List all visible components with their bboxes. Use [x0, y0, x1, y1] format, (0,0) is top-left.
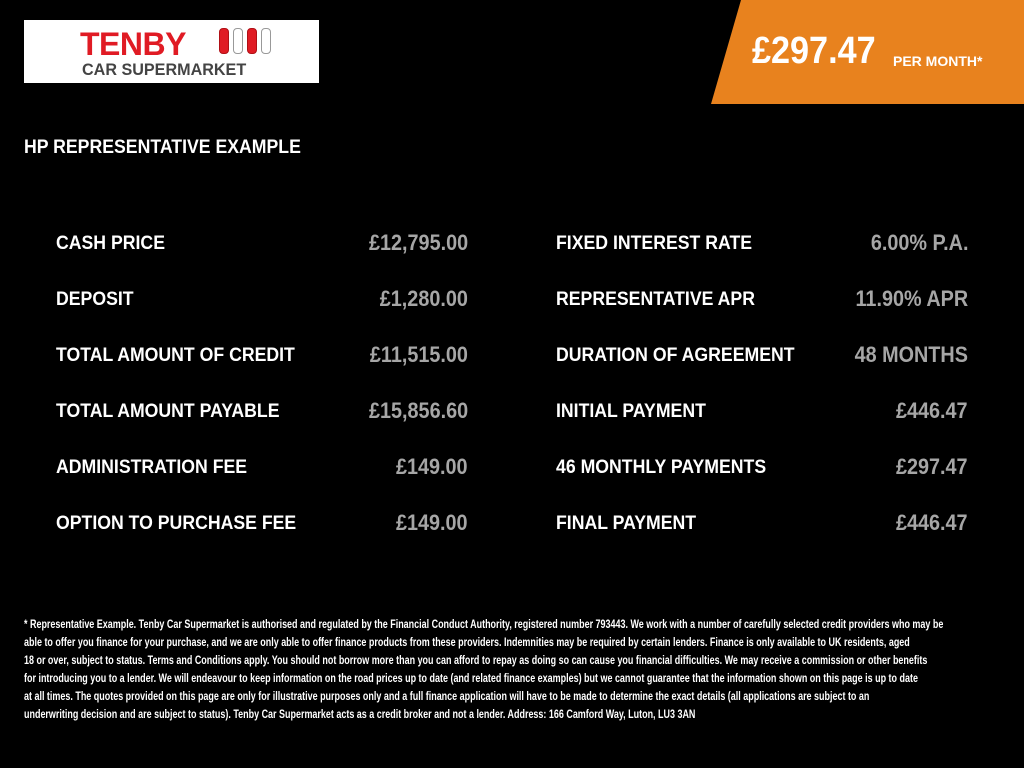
row-value: £446.47 — [896, 398, 968, 423]
finance-row: REPRESENTATIVE APR 11.90% APR — [556, 282, 968, 338]
row-value: £149.00 — [396, 510, 468, 535]
row-label: ADMINISTRATION FEE — [56, 457, 248, 478]
row-label: TOTAL AMOUNT PAYABLE — [56, 401, 280, 422]
row-label: REPRESENTATIVE APR — [556, 289, 755, 310]
finance-row: TOTAL AMOUNT PAYABLE £15,856.60 — [56, 394, 468, 450]
logo: TENBY CAR SUPERMARKET — [24, 20, 319, 83]
row-label: INITIAL PAYMENT — [556, 401, 706, 422]
row-label: DURATION OF AGREEMENT — [556, 345, 795, 366]
finance-row: OPTION TO PURCHASE FEE £149.00 — [56, 506, 468, 562]
row-label: CASH PRICE — [56, 233, 165, 254]
disclaimer-line: able to offer you finance for your purch… — [24, 637, 910, 649]
finance-row: ADMINISTRATION FEE £149.00 — [56, 450, 468, 506]
disclaimer-line: at all times. The quotes provided on thi… — [24, 691, 870, 703]
per-month-label: PER MONTH* — [893, 53, 983, 69]
row-value: £446.47 — [896, 510, 968, 535]
finance-row: DEPOSIT £1,280.00 — [56, 282, 468, 338]
finance-left-column: CASH PRICE £12,795.00 DEPOSIT £1,280.00 TO… — [56, 226, 468, 562]
row-label: TOTAL AMOUNT OF CREDIT — [56, 345, 295, 366]
page-title: HP REPRESENTATIVE EXAMPLE — [24, 137, 301, 158]
row-label: 46 MONTHLY PAYMENTS — [556, 457, 767, 478]
disclaimer-line: underwriting decision and are subject to… — [24, 709, 696, 721]
finance-row: CASH PRICE £12,795.00 — [56, 226, 468, 282]
finance-row: DURATION OF AGREEMENT 48 MONTHS — [556, 338, 968, 394]
finance-row: INITIAL PAYMENT £446.47 — [556, 394, 968, 450]
row-value: £297.47 — [896, 454, 968, 479]
disclaimer: * Representative Example. Tenby Car Supe… — [24, 616, 1024, 724]
row-value: £11,515.00 — [369, 342, 468, 367]
cars-icon — [219, 28, 271, 54]
finance-row: FINAL PAYMENT £446.47 — [556, 506, 968, 562]
row-value: £15,856.60 — [368, 398, 468, 423]
monthly-amount: £297.47 — [752, 30, 876, 72]
row-label: DEPOSIT — [56, 289, 134, 310]
disclaimer-line: * Representative Example. Tenby Car Supe… — [24, 619, 944, 631]
finance-right-column: FIXED INTEREST RATE 6.00% P.A. REPRESENTA… — [556, 226, 968, 562]
row-value: 6.00% P.A. — [870, 230, 968, 255]
logo-tenby: TENBY — [80, 26, 186, 62]
row-label: FIXED INTEREST RATE — [556, 233, 753, 254]
row-value: 48 MONTHS — [854, 342, 968, 367]
logo-subtitle: CAR SUPERMARKET — [82, 60, 247, 79]
finance-row: FIXED INTEREST RATE 6.00% P.A. — [556, 226, 968, 282]
finance-row: 46 MONTHLY PAYMENTS £297.47 — [556, 450, 968, 506]
monthly-price-banner: £297.47 PER MONTH* — [711, 0, 1024, 104]
disclaimer-line: 18 or over, subject to status. Terms and… — [24, 655, 928, 667]
row-value: £149.00 — [396, 454, 468, 479]
row-label: FINAL PAYMENT — [556, 513, 697, 534]
row-label: OPTION TO PURCHASE FEE — [56, 513, 297, 534]
row-value: 11.90% APR — [855, 286, 968, 311]
row-value: £1,280.00 — [379, 286, 468, 311]
disclaimer-line: for introducing you to a lender. We will… — [24, 673, 918, 685]
finance-row: TOTAL AMOUNT OF CREDIT £11,515.00 — [56, 338, 468, 394]
row-value: £12,795.00 — [368, 230, 468, 255]
